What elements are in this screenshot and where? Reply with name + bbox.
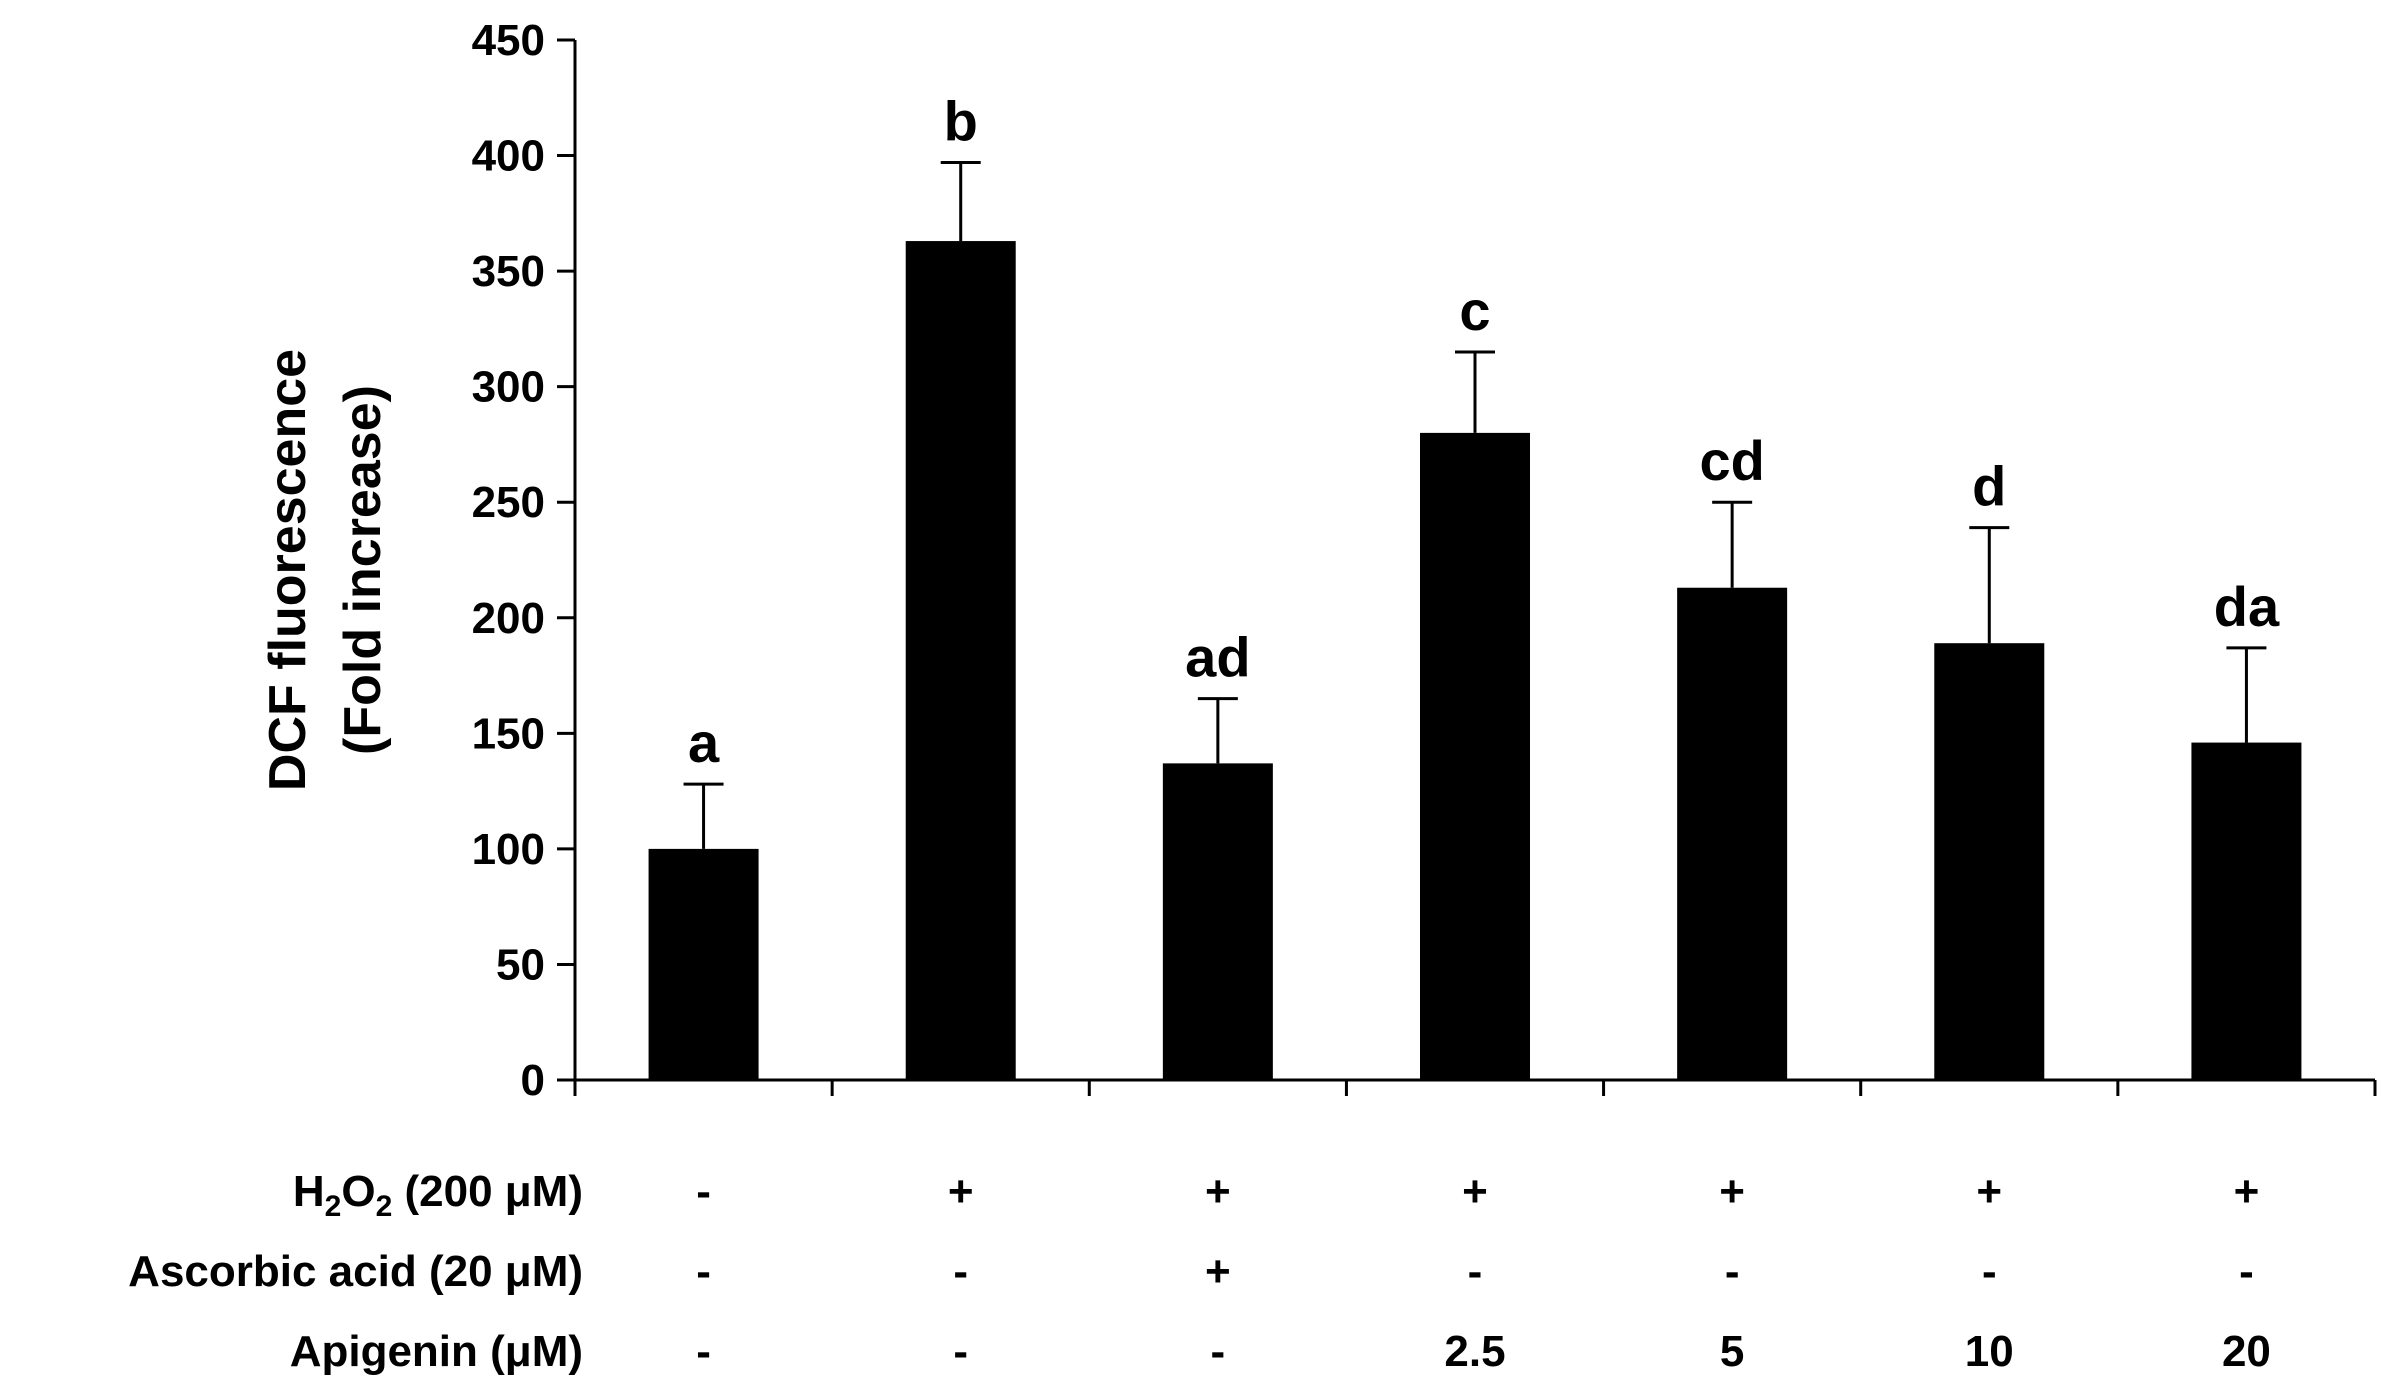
treatment-cell: +	[1462, 1167, 1488, 1216]
treatment-cell: +	[1719, 1167, 1745, 1216]
bar	[1677, 587, 1788, 1080]
treatment-cell: -	[953, 1247, 968, 1296]
treatment-table: H2O2 (200 μM) Ascorbic acid (20 μM) Apig…	[128, 1167, 2271, 1376]
y-tick-label: 200	[472, 594, 545, 643]
y-tick-label: 0	[521, 1056, 545, 1105]
x-axis	[573, 1078, 2377, 1096]
treatment-cell: 2.5	[1444, 1327, 1505, 1376]
y-tick-label: 250	[472, 478, 545, 527]
significance-label: b	[944, 89, 978, 152]
y-axis: 0 50 100 150 200 250 300 350 400 450	[472, 16, 577, 1105]
bar	[1420, 432, 1530, 1080]
treatment-label-h2o2: H2O2 (200 μM)	[293, 1167, 583, 1223]
significance-label: c	[1459, 279, 1490, 342]
treatment-cell: -	[2239, 1247, 2254, 1296]
y-tick-label: 450	[472, 16, 545, 65]
treatment-cell: -	[696, 1247, 711, 1296]
bars	[648, 241, 2302, 1081]
y-tick-label: 150	[472, 709, 545, 758]
y-axis-title-line2: (Fold increase)	[334, 385, 392, 755]
significance-labels: a b ad c cd d da	[688, 89, 2280, 774]
significance-label: a	[688, 711, 720, 774]
treatment-cell: +	[1976, 1167, 2002, 1216]
y-tick-label: 400	[472, 132, 545, 181]
treatment-cell: +	[1205, 1167, 1231, 1216]
treatment-cell: 10	[1965, 1327, 2014, 1376]
treatment-cell: +	[948, 1167, 974, 1216]
y-tick-label: 50	[496, 940, 545, 989]
treatment-cell: +	[2234, 1167, 2260, 1216]
treatment-cell: -	[696, 1327, 711, 1376]
treatment-cell: 5	[1720, 1327, 1744, 1376]
significance-label: da	[2214, 575, 2280, 638]
treatment-cell: -	[1468, 1247, 1483, 1296]
bar	[1162, 763, 1273, 1080]
treatment-cell: +	[1205, 1247, 1231, 1296]
bar	[648, 848, 759, 1080]
y-tick-label: 100	[472, 825, 545, 874]
treatment-cell: -	[1725, 1247, 1740, 1296]
y-tick-label: 350	[472, 247, 545, 296]
bar	[1934, 643, 2045, 1080]
y-axis-title: DCF fluorescence (Fold increase)	[259, 349, 392, 791]
y-axis-title-line1: DCF fluorescence	[259, 349, 317, 791]
significance-label: cd	[1699, 429, 1764, 492]
treatment-cell: -	[696, 1167, 711, 1216]
treatment-cell: -	[1982, 1247, 1997, 1296]
significance-label: ad	[1185, 626, 1250, 689]
error-bars	[683, 160, 2267, 849]
treatment-cell: -	[1211, 1327, 1226, 1376]
bar	[905, 241, 1016, 1081]
treatment-cell: 20	[2222, 1327, 2271, 1376]
bar	[2191, 742, 2302, 1080]
treatment-cell: -	[953, 1327, 968, 1376]
y-tick-label: 300	[472, 363, 545, 412]
treatment-label-apigenin: Apigenin (μM)	[290, 1327, 583, 1376]
treatment-label-ascorbic-acid: Ascorbic acid (20 μM)	[128, 1247, 583, 1296]
significance-label: d	[1972, 455, 2006, 518]
